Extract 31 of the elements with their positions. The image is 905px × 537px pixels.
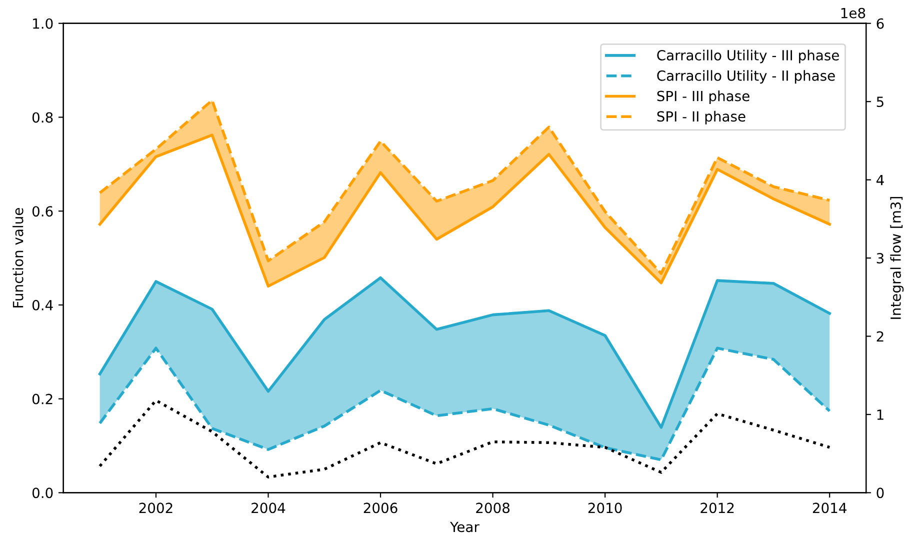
y-tick-label: 0.0 <box>32 488 53 498</box>
line-series <box>98 346 831 462</box>
line-series <box>98 276 831 429</box>
line-series <box>98 399 831 478</box>
legend-label: Carracillo Utility - II phase <box>657 70 835 84</box>
x-tick-label: 2014 <box>812 502 846 514</box>
y-tick-label: 0.8 <box>32 112 53 123</box>
y2-tick-label: 1 <box>877 410 884 420</box>
legend-label: SPI - II phase <box>657 110 746 124</box>
y-tick-label: 0.4 <box>32 300 53 310</box>
legend-label: SPI - III phase <box>657 90 750 104</box>
x-tick-label: 2010 <box>588 502 622 514</box>
y-tick-label: 0.6 <box>32 206 53 217</box>
y2-tick-label: 4 <box>876 174 884 186</box>
y2-tick-label: 6 <box>876 18 884 29</box>
y-tick-label: 0.2 <box>32 394 52 404</box>
y2-axis-title: Integral flow [m3] <box>890 197 904 319</box>
y-axis-title: Function value <box>12 208 24 308</box>
y2-tick-label: 5 <box>876 96 884 108</box>
y2-tick-label: 3 <box>876 252 884 264</box>
y2-tick-label: 0 <box>876 488 884 498</box>
y-tick-label: 1.0 <box>33 18 53 29</box>
x-tick-label: 2004 <box>252 502 286 514</box>
x-tick-label: 2002 <box>139 502 172 514</box>
x-tick-label: 2008 <box>476 502 510 514</box>
x-axis-title: Year <box>450 522 480 532</box>
x-tick-label: 2012 <box>700 502 734 514</box>
y2-tick-label: 2 <box>876 331 884 342</box>
x-tick-label: 2006 <box>364 502 398 514</box>
text: 1e8 <box>841 8 866 18</box>
legend-label: Carracillo Utility - III phase <box>657 50 839 64</box>
